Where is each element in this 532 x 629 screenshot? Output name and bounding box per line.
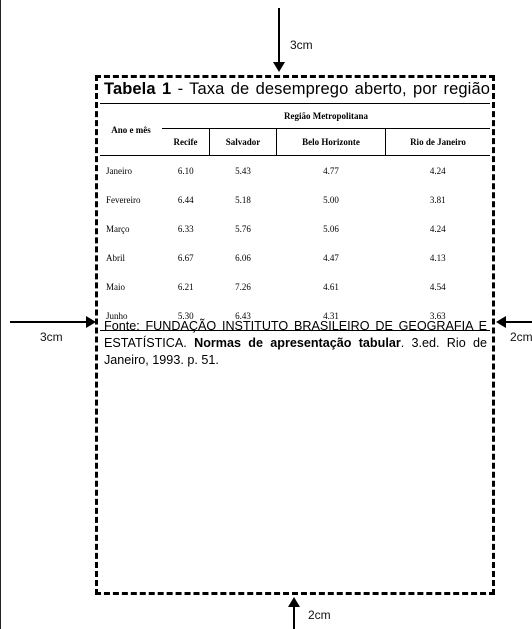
value-cell: 6.43: [209, 301, 277, 331]
table-row: Abril 6.67 6.06 4.47 4.13: [100, 243, 490, 272]
value-cell: 6.33: [177, 223, 194, 234]
value-cell: 6.21: [177, 281, 194, 292]
month-cell: Janeiro: [106, 165, 132, 176]
bottom-margin-arrowhead: [288, 597, 300, 607]
text-area-frame: [95, 75, 495, 595]
value-cell: 5.00: [323, 194, 339, 205]
value-cell: 5.18: [235, 194, 251, 205]
value-cell: 4.24: [429, 223, 446, 234]
value-cell: 4.24: [429, 165, 446, 176]
page-edge: [0, 0, 1, 629]
bottom-margin-label: 2cm: [308, 608, 331, 622]
right-margin-arrowhead: [496, 316, 506, 328]
column-header-salvador: Salvador: [208, 128, 277, 156]
month-cell: Maio: [106, 281, 125, 292]
value-cell: 5.06: [323, 223, 339, 234]
value-cell: 4.77: [323, 165, 339, 176]
value-cell: 4.31: [276, 301, 386, 331]
source-note: Fonte: FUNDAÇÃO INSTITUTO BRASILEIRO DE …: [104, 318, 487, 369]
row-header: Ano e mês: [100, 103, 162, 156]
source-title: Normas de apresentação tabular: [194, 336, 401, 350]
table-row: Junho 5.30 6.43 4.31 3.63: [100, 301, 490, 331]
group-header: Região Metropolitana: [162, 103, 490, 129]
left-margin-arrow: [10, 321, 90, 323]
value-cell: 7.26: [235, 281, 251, 292]
value-cell: 3.81: [429, 194, 446, 205]
month-cell: Março: [106, 223, 130, 234]
value-cell: 4.61: [323, 281, 339, 292]
value-cell: 3.63: [385, 301, 490, 331]
bottom-margin-arrow: [293, 604, 295, 629]
table-row: Maio 6.21 7.26 4.61 4.54: [100, 272, 490, 301]
unemployment-table: Ano e mês Região Metropolitana Recife Sa…: [100, 103, 490, 331]
left-margin-arrowhead: [86, 316, 96, 328]
table-number: Tabela 1: [104, 80, 172, 98]
top-margin-label: 3cm: [290, 38, 313, 52]
right-margin-arrow: [505, 321, 532, 323]
value-cell: 6.06: [235, 252, 251, 263]
source-prefix: Fonte: FUNDAÇÃO INSTITUTO BRASILEIRO DE …: [104, 319, 487, 350]
value-cell: 5.30: [162, 301, 210, 331]
top-margin-arrow: [278, 8, 280, 68]
month-cell: Abril: [106, 252, 125, 263]
top-margin-arrowhead: [273, 62, 285, 72]
table-row: Março 6.33 5.76 5.06 4.24: [100, 214, 490, 243]
table-title: Tabela 1 - Taxa de desemprego aberto, po…: [104, 80, 490, 99]
table-caption: - Taxa de desemprego aberto, por região: [171, 80, 490, 98]
source-suffix: . 3.ed. Rio de Janeiro, 1993. p. 51.: [104, 336, 487, 367]
column-header-rio-de-janeiro: Rio de Janeiro: [384, 128, 490, 156]
month-cell: Junho: [100, 301, 162, 331]
value-cell: 5.76: [235, 223, 251, 234]
column-header-recife: Recife: [162, 128, 210, 156]
value-cell: 6.10: [177, 165, 194, 176]
value-cell: 4.54: [429, 281, 446, 292]
left-margin-label: 3cm: [40, 330, 63, 344]
table-row: Fevereiro 6.44 5.18 5.00 3.81: [100, 185, 490, 214]
right-margin-label: 2cm: [510, 330, 532, 344]
value-cell: 4.47: [323, 252, 339, 263]
table-row: Janeiro 6.10 5.43 4.77 4.24: [100, 156, 490, 186]
value-cell: 6.44: [177, 194, 194, 205]
value-cell: 5.43: [235, 165, 251, 176]
month-cell: Fevereiro: [106, 194, 141, 205]
column-header-belo-horizonte: Belo Horizonte: [276, 128, 386, 156]
value-cell: 4.13: [429, 252, 446, 263]
value-cell: 6.67: [177, 252, 194, 263]
